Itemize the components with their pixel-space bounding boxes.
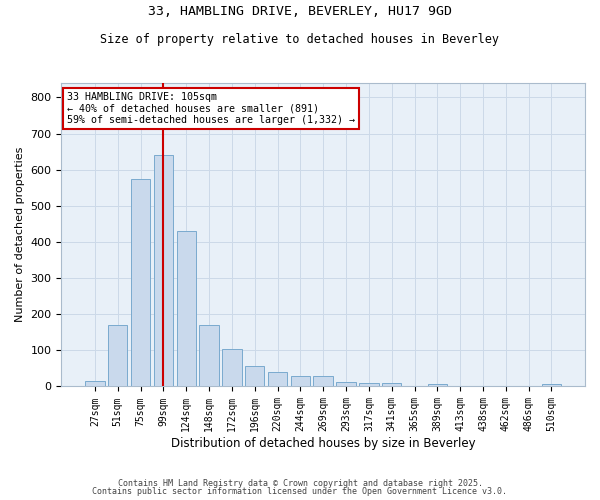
Bar — [337, 382, 356, 386]
Bar — [313, 376, 333, 386]
Bar — [428, 384, 447, 386]
Bar — [290, 376, 310, 386]
Bar — [108, 325, 127, 386]
Bar — [542, 384, 561, 386]
Bar — [131, 178, 150, 386]
Text: 33 HAMBLING DRIVE: 105sqm
← 40% of detached houses are smaller (891)
59% of semi: 33 HAMBLING DRIVE: 105sqm ← 40% of detac… — [67, 92, 355, 126]
Text: Size of property relative to detached houses in Beverley: Size of property relative to detached ho… — [101, 32, 499, 46]
Bar — [222, 350, 242, 387]
Bar — [359, 383, 379, 386]
Bar — [268, 372, 287, 386]
X-axis label: Distribution of detached houses by size in Beverley: Distribution of detached houses by size … — [171, 437, 476, 450]
Text: Contains public sector information licensed under the Open Government Licence v3: Contains public sector information licen… — [92, 488, 508, 496]
Text: Contains HM Land Registry data © Crown copyright and database right 2025.: Contains HM Land Registry data © Crown c… — [118, 478, 482, 488]
Bar — [199, 325, 219, 386]
Bar — [176, 231, 196, 386]
Bar — [245, 366, 265, 386]
Y-axis label: Number of detached properties: Number of detached properties — [15, 147, 25, 322]
Bar — [154, 156, 173, 386]
Bar — [382, 383, 401, 386]
Bar — [85, 381, 104, 386]
Text: 33, HAMBLING DRIVE, BEVERLEY, HU17 9GD: 33, HAMBLING DRIVE, BEVERLEY, HU17 9GD — [148, 5, 452, 18]
